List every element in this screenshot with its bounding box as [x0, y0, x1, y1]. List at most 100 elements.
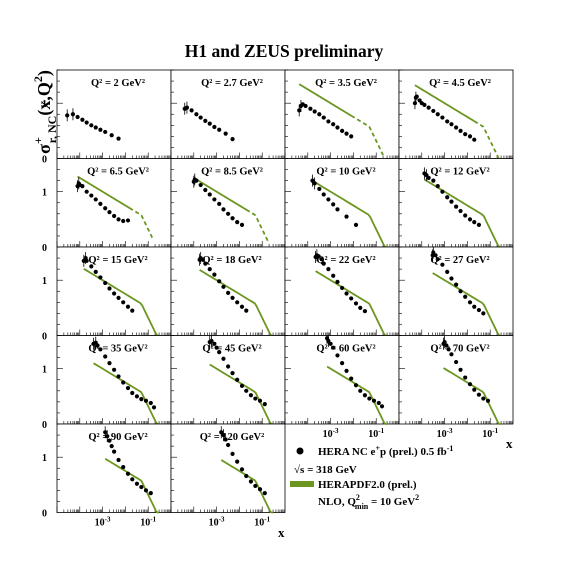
panel-label: Q² = 3.5 GeV²: [315, 78, 377, 89]
data-point: [422, 102, 427, 107]
data-point: [449, 352, 454, 357]
data-point: [412, 101, 418, 106]
panel-60: Q² = 60 GeV² 10-3 10-1: [284, 332, 400, 440]
data-point: [93, 269, 98, 274]
data-point: [116, 136, 121, 141]
data-point: [463, 132, 468, 137]
data-point: [98, 275, 103, 280]
data-point: [239, 304, 245, 309]
data-point: [121, 300, 126, 305]
data-point: [212, 197, 217, 202]
panel-frame: [398, 246, 514, 336]
data-point: [217, 349, 222, 355]
data-point: [93, 197, 98, 202]
y-axis-title: σ+r, NC(x,Q2): [31, 70, 59, 154]
x-tick-label: 10-3: [437, 427, 453, 440]
x-tick-label: 10-1: [482, 427, 498, 440]
data-point: [449, 199, 454, 204]
data-point: [226, 290, 231, 296]
data-point: [467, 300, 473, 305]
data-point: [446, 347, 451, 352]
data-point: [112, 449, 117, 454]
data-point: [207, 121, 212, 126]
data-point: [253, 396, 258, 401]
data-point: [221, 284, 226, 289]
data-point: [230, 216, 235, 221]
legend-label-nlo-post: = 10 GeV: [368, 496, 415, 508]
data-point: [340, 361, 345, 366]
data-point: [426, 175, 431, 180]
data-point: [458, 367, 463, 372]
data-point: [112, 291, 117, 296]
data-point: [134, 481, 140, 486]
panel-2: Q² = 2 GeV² 0 1: [42, 69, 172, 166]
data-point: [476, 392, 482, 397]
data-point: [257, 398, 263, 403]
panel-label: Q² = 4.5 GeV²: [429, 78, 491, 89]
fit-curve: [104, 457, 160, 514]
panel-label: Q² = 10 GeV²: [316, 167, 375, 178]
data-point: [414, 94, 419, 99]
data-point: [235, 459, 240, 464]
data-point: [262, 401, 267, 407]
data-point: [239, 467, 245, 472]
data-point: [207, 192, 212, 197]
data-point: [340, 128, 345, 133]
panel-label: Q² = 27 GeV²: [430, 255, 489, 266]
legend: HERA NC e+p (prel.) 0.5 fb-1 √s = 318 Ge…: [290, 444, 453, 511]
y-tick-label: 1: [42, 99, 47, 110]
panel-frame: [284, 69, 400, 159]
data-point: [125, 304, 131, 309]
legend-label-nlo-sup-post: 2: [415, 493, 419, 502]
data-point: [449, 122, 454, 127]
data-point: [440, 189, 445, 194]
fit-curve: [432, 272, 502, 337]
fit-curve: [77, 175, 130, 209]
data-point: [426, 105, 431, 110]
fit-curve: [199, 269, 274, 337]
data-point: [449, 276, 454, 281]
panel-frame: [284, 335, 400, 425]
panel-label: Q² = 2.7 GeV²: [201, 78, 263, 89]
legend-swatch-fit: [290, 481, 314, 487]
data-point: [103, 354, 108, 359]
data-point: [203, 118, 208, 123]
data-point: [454, 125, 459, 130]
fit-curve: [414, 84, 475, 122]
data-point: [353, 222, 359, 227]
panel-frame: [56, 423, 172, 513]
data-point: [463, 294, 468, 299]
data-point: [148, 491, 153, 496]
data-point: [223, 131, 228, 136]
data-point: [98, 201, 103, 206]
data-point: [454, 282, 459, 287]
data-point: [235, 300, 240, 305]
fit-curve: [209, 363, 274, 425]
panel-label: Q² = 8.5 GeV²: [201, 167, 263, 178]
y-tick-label: 0: [42, 155, 47, 166]
data-point: [230, 451, 235, 456]
fit-curve-extrapolated: [128, 207, 154, 239]
data-point: [472, 220, 477, 225]
data-point: [458, 208, 463, 214]
data-point: [331, 273, 336, 278]
panel-frame: [398, 335, 514, 425]
data-point: [184, 105, 190, 110]
panel-3-5: Q² = 3.5 GeV²: [284, 69, 400, 159]
panel-label: Q² = 90 GeV²: [88, 432, 147, 443]
fit-curve-extrapolated: [245, 208, 270, 244]
legend-label-fit: HERAPDF2.0 (prel.): [318, 479, 417, 491]
data-point: [248, 479, 254, 484]
data-point: [89, 123, 94, 128]
x-tick-label: 10-1: [254, 516, 270, 529]
data-point: [89, 264, 94, 269]
y-tick-label: 0: [42, 332, 47, 343]
data-point: [344, 214, 349, 219]
data-point: [440, 115, 445, 120]
data-point: [221, 356, 226, 361]
data-point: [212, 124, 217, 130]
data-point: [335, 207, 340, 212]
data-point: [297, 108, 302, 113]
panel-label: Q² = 120 GeV²: [200, 432, 264, 443]
